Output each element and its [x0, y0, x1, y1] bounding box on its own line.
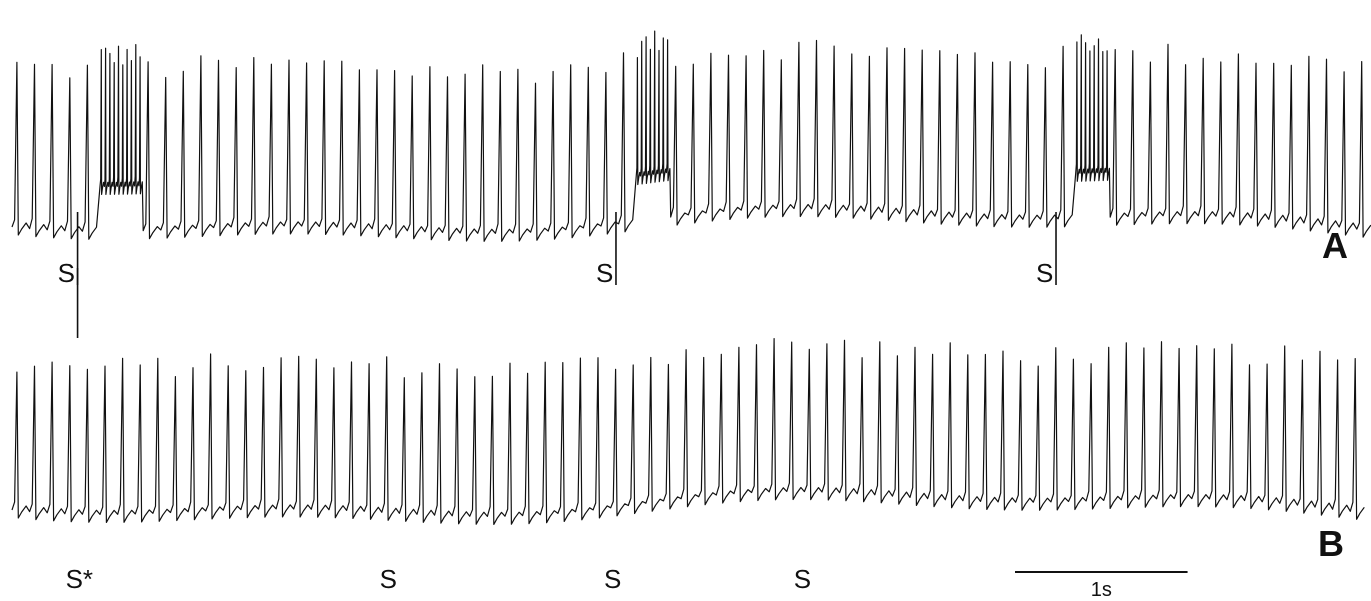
panel-label-b: B — [1318, 523, 1344, 564]
scale-bar-label: 1s — [1091, 579, 1112, 601]
stimulus-label: S — [794, 564, 811, 594]
stimulus-markers-b: S* S S S — [66, 268, 811, 594]
trace-a — [11, 30, 1371, 242]
panel-b: S* S S S B — [11, 268, 1365, 594]
stimulus-label: S* — [66, 564, 93, 594]
trace-b — [11, 338, 1365, 525]
scale-bar-group: 1s — [1015, 571, 1188, 601]
stimulus-label: S — [58, 258, 75, 288]
stimulus-label: S — [596, 258, 613, 288]
stimulus-label: S — [1036, 258, 1053, 288]
panel-label-a: A — [1322, 225, 1348, 266]
stimulus-label: S — [604, 564, 621, 594]
stimulus-label: S — [380, 564, 397, 594]
